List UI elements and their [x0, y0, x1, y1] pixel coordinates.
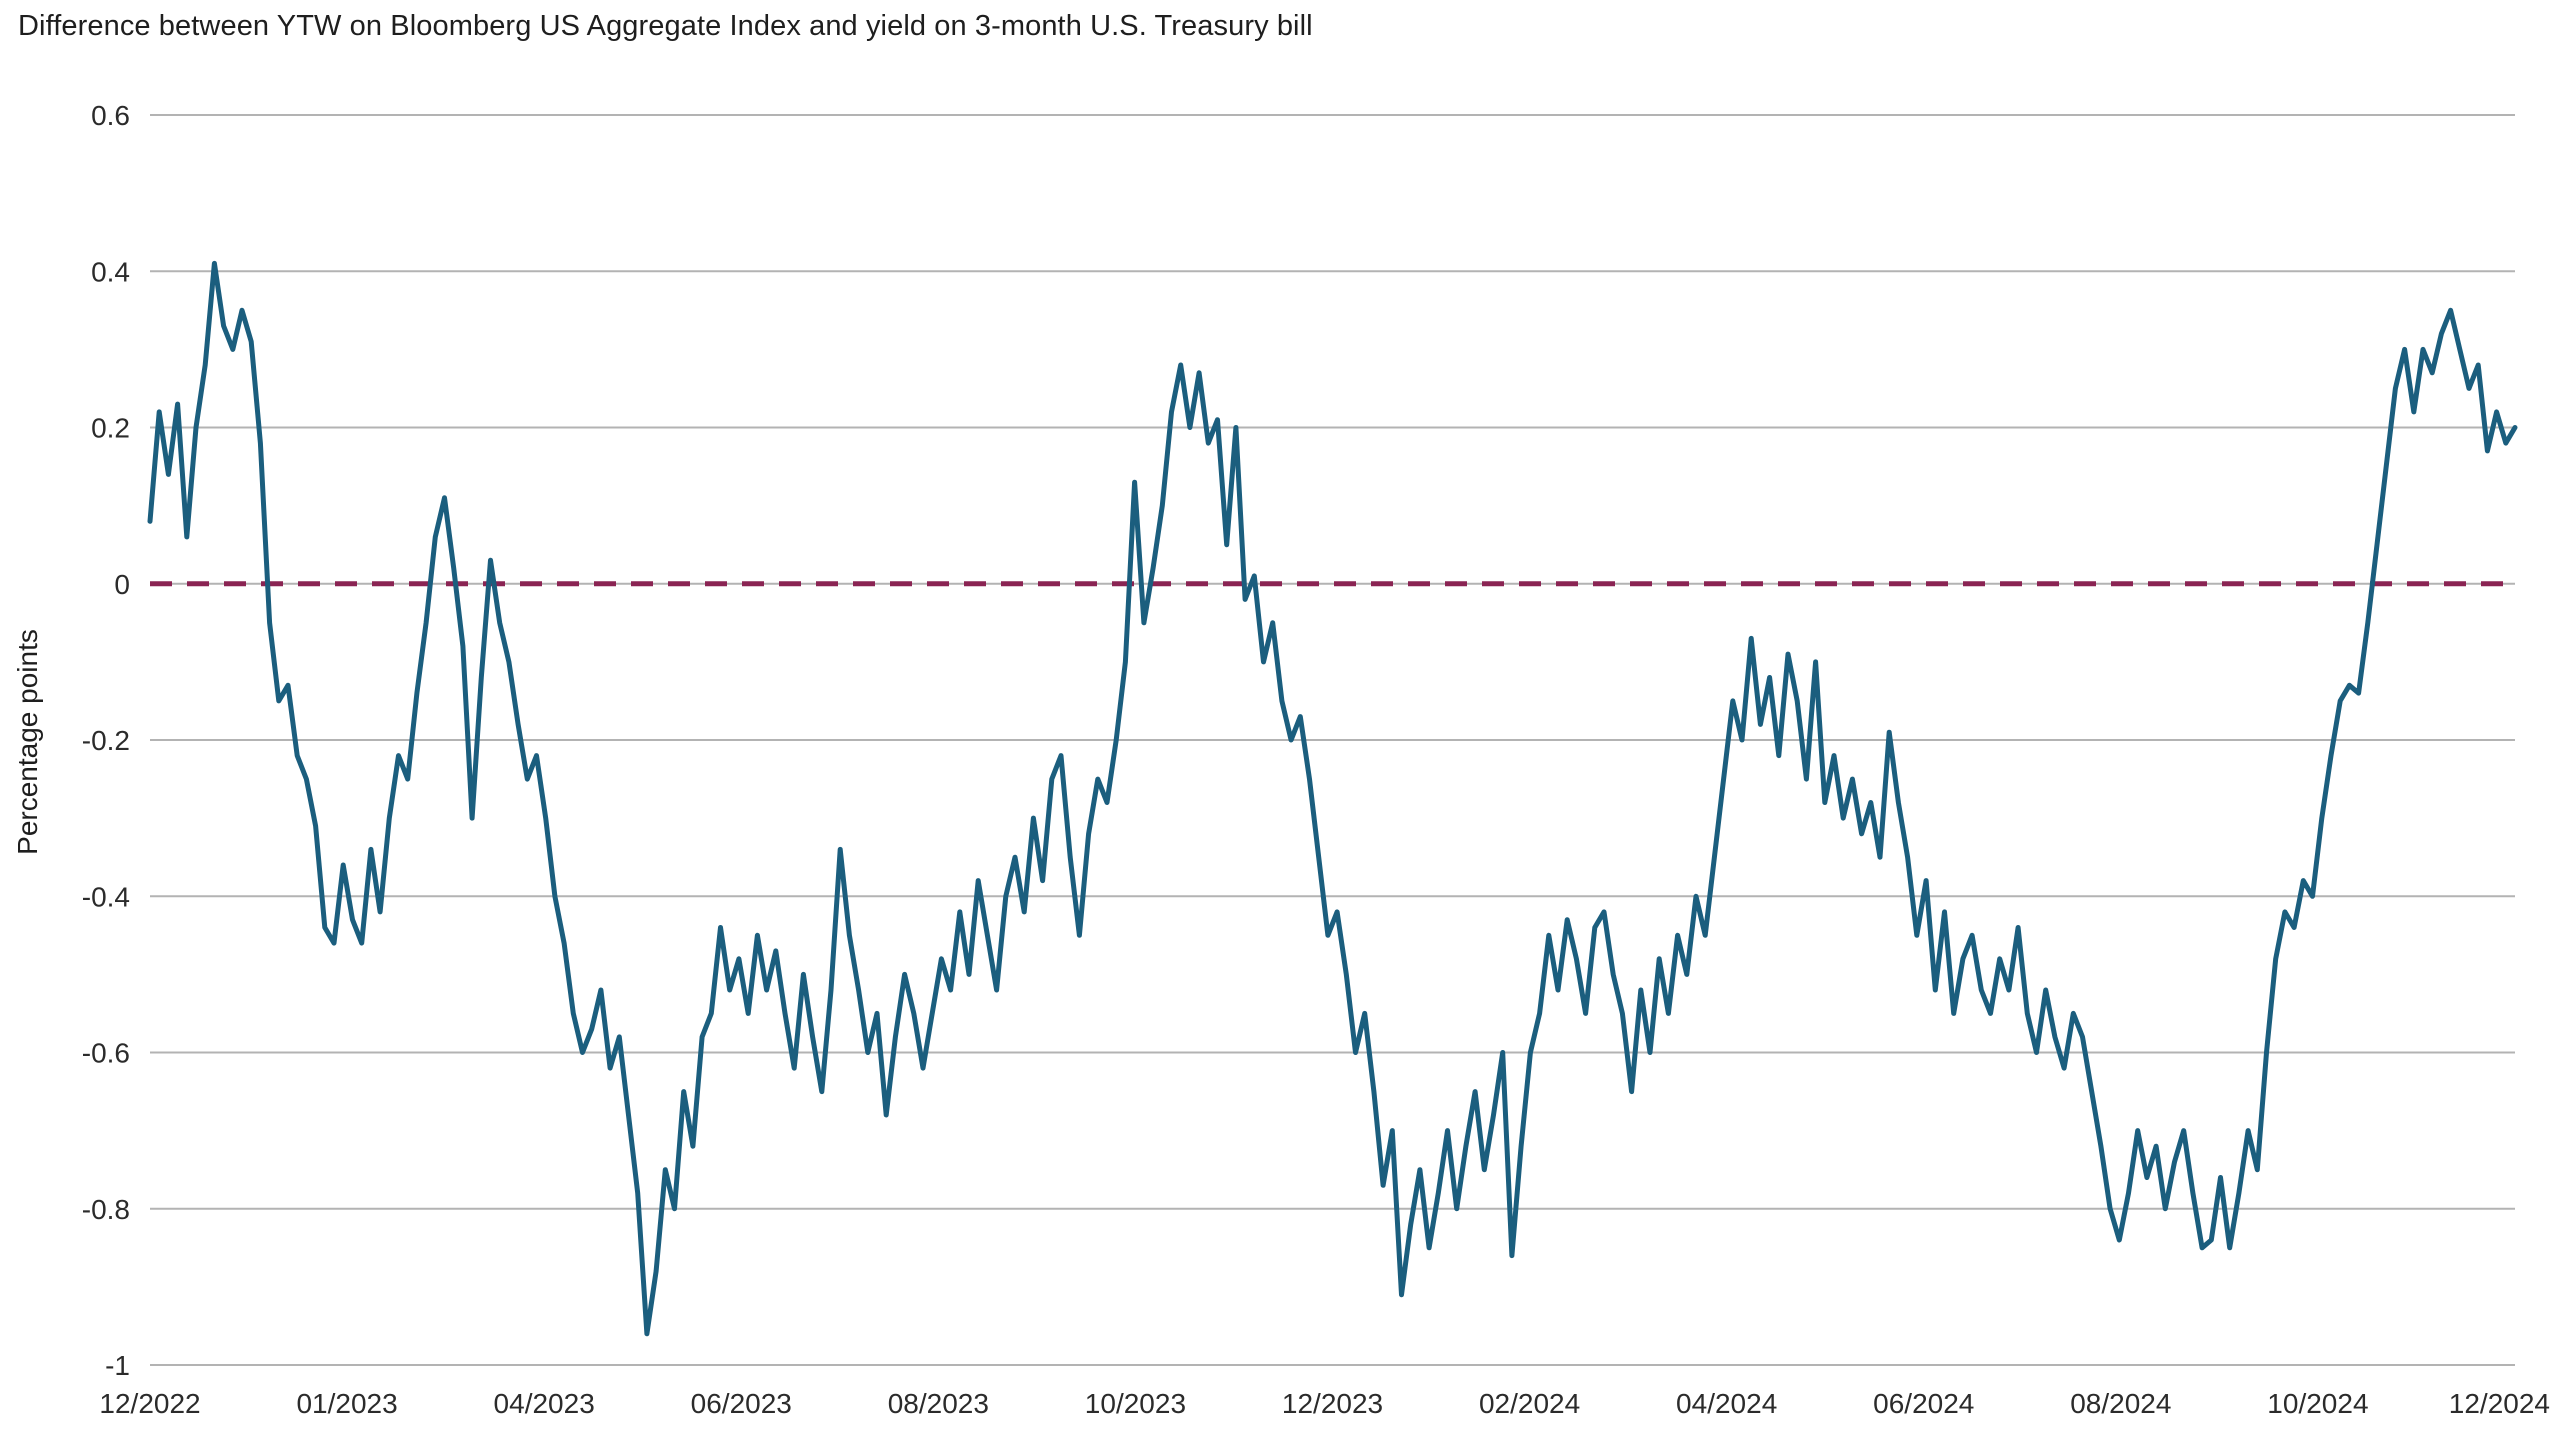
x-tick-label: 12/2023 — [1282, 1388, 1383, 1419]
y-tick-label: -0.2 — [82, 725, 130, 756]
x-tick-label: 12/2022 — [99, 1388, 200, 1419]
x-tick-label: 10/2023 — [1085, 1388, 1186, 1419]
x-tick-label: 08/2023 — [888, 1388, 989, 1419]
x-tick-label: 01/2023 — [296, 1388, 397, 1419]
x-tick-label: 04/2024 — [1676, 1388, 1777, 1419]
x-tick-label: 08/2024 — [2070, 1388, 2171, 1419]
x-tick-label: 12/2024 — [2449, 1388, 2550, 1419]
y-tick-label: 0 — [114, 569, 130, 600]
y-tick-label: -0.6 — [82, 1038, 130, 1069]
x-tick-label: 04/2023 — [494, 1388, 595, 1419]
x-tick-label: 06/2023 — [691, 1388, 792, 1419]
y-tick-label: -1 — [105, 1350, 130, 1381]
y-tick-label: -0.8 — [82, 1194, 130, 1225]
x-tick-label: 10/2024 — [2267, 1388, 2368, 1419]
data-line — [147, 260, 2518, 1337]
y-tick-label: 0.4 — [91, 256, 130, 287]
y-tick-label: -0.4 — [82, 881, 130, 912]
y-tick-label: 0.6 — [91, 100, 130, 131]
x-tick-label: 06/2024 — [1873, 1388, 1974, 1419]
y-tick-label: 0.2 — [91, 413, 130, 444]
chart-title: Difference between YTW on Bloomberg US A… — [18, 10, 1313, 42]
x-tick-label: 02/2024 — [1479, 1388, 1580, 1419]
